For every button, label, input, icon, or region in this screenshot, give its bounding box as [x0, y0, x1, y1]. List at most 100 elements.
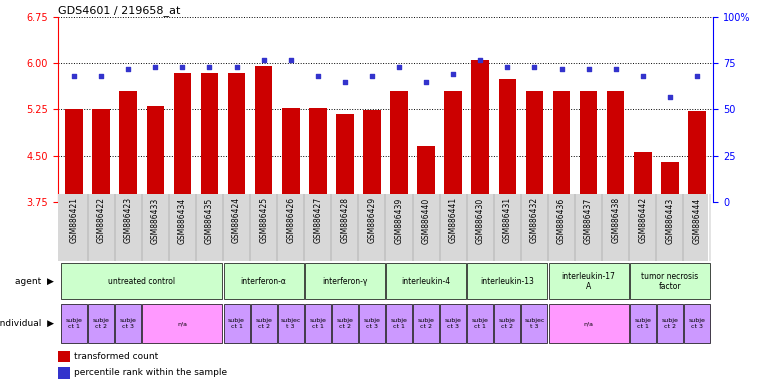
Text: tumor necrosis
factor: tumor necrosis factor — [641, 272, 699, 291]
Bar — [146, 106, 164, 202]
Text: subje
ct 3: subje ct 3 — [445, 318, 462, 329]
Text: GSM886437: GSM886437 — [584, 197, 593, 243]
Text: GSM886431: GSM886431 — [503, 197, 512, 243]
Point — [610, 66, 622, 72]
Bar — [363, 110, 381, 202]
Text: subje
ct 2: subje ct 2 — [418, 318, 435, 329]
Bar — [224, 263, 304, 300]
Point — [501, 64, 513, 70]
Point — [122, 66, 134, 72]
Bar — [553, 91, 571, 202]
Bar — [657, 304, 683, 343]
Text: subje
ct 1: subje ct 1 — [309, 318, 326, 329]
Bar — [630, 263, 710, 300]
Bar — [417, 146, 435, 202]
Text: subje
ct 2: subje ct 2 — [662, 318, 678, 329]
Bar — [526, 91, 544, 202]
Text: subje
ct 2: subje ct 2 — [255, 318, 272, 329]
Text: subje
ct 2: subje ct 2 — [93, 318, 109, 329]
Bar — [88, 304, 114, 343]
Text: agent  ▶: agent ▶ — [15, 277, 54, 286]
Bar — [58, 351, 69, 362]
Point — [447, 71, 460, 78]
Bar — [93, 109, 110, 202]
Text: interferon-γ: interferon-γ — [322, 277, 368, 286]
Text: subjec
t 3: subjec t 3 — [281, 318, 301, 329]
Point — [231, 64, 243, 70]
Bar — [444, 91, 462, 202]
Bar — [630, 304, 656, 343]
Bar — [386, 263, 466, 300]
Text: subje
ct 1: subje ct 1 — [66, 318, 82, 329]
Point — [365, 73, 378, 79]
Point — [474, 56, 487, 63]
Text: GSM886427: GSM886427 — [313, 197, 322, 243]
Text: subje
ct 2: subje ct 2 — [499, 318, 516, 329]
Bar — [61, 304, 87, 343]
Bar — [684, 304, 710, 343]
Text: subje
ct 3: subje ct 3 — [120, 318, 136, 329]
Text: GSM886422: GSM886422 — [96, 197, 106, 243]
Bar — [224, 304, 250, 343]
Point — [637, 73, 649, 79]
Text: GSM886430: GSM886430 — [476, 197, 485, 243]
Text: GSM886421: GSM886421 — [69, 197, 79, 243]
Bar — [227, 73, 245, 202]
Bar — [689, 111, 705, 202]
Bar — [548, 263, 628, 300]
Text: interferon-α: interferon-α — [241, 277, 287, 286]
Point — [338, 79, 351, 85]
Bar — [472, 60, 489, 202]
Text: GSM886428: GSM886428 — [340, 197, 349, 243]
Point — [95, 73, 107, 79]
Text: GSM886440: GSM886440 — [422, 197, 431, 243]
Text: n/a: n/a — [584, 321, 594, 326]
Bar — [61, 263, 223, 300]
Point — [204, 64, 216, 70]
Text: individual  ▶: individual ▶ — [0, 319, 54, 328]
Point — [284, 56, 297, 63]
Text: GSM886423: GSM886423 — [123, 197, 133, 243]
Text: transformed count: transformed count — [74, 352, 159, 361]
Text: GSM886436: GSM886436 — [557, 197, 566, 243]
Bar — [332, 304, 358, 343]
Bar — [251, 304, 277, 343]
Text: GSM886443: GSM886443 — [665, 197, 675, 243]
Bar — [467, 263, 547, 300]
Point — [664, 93, 676, 99]
Text: GSM886432: GSM886432 — [530, 197, 539, 243]
Text: GSM886441: GSM886441 — [449, 197, 458, 243]
Text: untreated control: untreated control — [108, 277, 175, 286]
Bar — [66, 109, 82, 202]
Bar — [200, 73, 218, 202]
Bar — [115, 304, 141, 343]
Text: GSM886424: GSM886424 — [232, 197, 241, 243]
Point — [393, 64, 406, 70]
Bar — [282, 108, 299, 202]
Bar — [467, 304, 493, 343]
Bar — [548, 304, 628, 343]
Bar — [305, 263, 385, 300]
Text: subjec
t 3: subjec t 3 — [524, 318, 544, 329]
Bar — [499, 79, 516, 202]
Bar — [634, 152, 651, 202]
Text: GSM886444: GSM886444 — [692, 197, 702, 243]
Point — [420, 79, 433, 85]
Text: GSM886439: GSM886439 — [395, 197, 403, 243]
Text: GSM886438: GSM886438 — [611, 197, 620, 243]
Point — [528, 64, 540, 70]
Bar — [143, 304, 223, 343]
Text: subje
ct 3: subje ct 3 — [689, 318, 705, 329]
Bar — [413, 304, 439, 343]
Bar — [173, 73, 191, 202]
Text: GSM886426: GSM886426 — [286, 197, 295, 243]
Point — [582, 66, 594, 72]
Bar — [255, 66, 272, 202]
Bar — [309, 108, 327, 202]
Bar — [521, 304, 547, 343]
Bar — [359, 304, 385, 343]
Bar — [390, 91, 408, 202]
Text: interleukin-4: interleukin-4 — [402, 277, 451, 286]
Point — [177, 64, 189, 70]
Point — [555, 66, 567, 72]
